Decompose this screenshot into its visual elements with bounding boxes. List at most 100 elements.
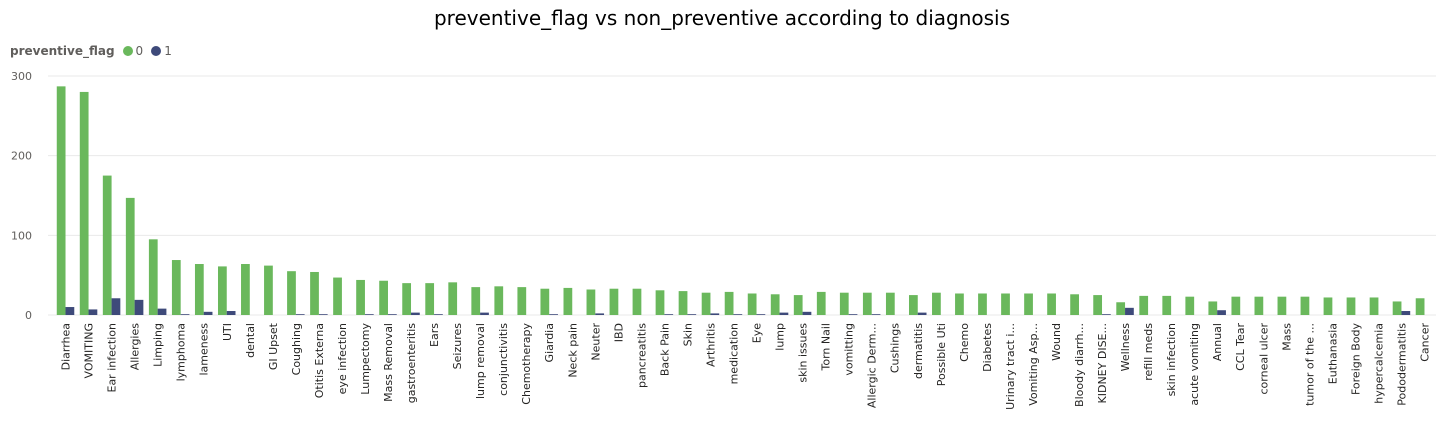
bar-1-29[interactable]: [733, 314, 743, 315]
bar-0-26[interactable]: [655, 290, 665, 315]
bar-0-21[interactable]: [540, 288, 550, 315]
bar-0-47[interactable]: [1139, 295, 1149, 315]
bar-0-30[interactable]: [747, 293, 757, 315]
bar-0-34[interactable]: [839, 292, 849, 315]
bar-1-0[interactable]: [65, 307, 75, 315]
bar-0-8[interactable]: [241, 264, 250, 315]
bar-0-32[interactable]: [793, 295, 803, 315]
bar-0-19[interactable]: [494, 286, 504, 315]
bar-0-11[interactable]: [310, 271, 319, 315]
bar-0-59[interactable]: [1415, 298, 1425, 315]
bar-0-54[interactable]: [1300, 296, 1310, 315]
bar-0-55[interactable]: [1323, 297, 1333, 315]
bar-0-45[interactable]: [1093, 295, 1103, 315]
bar-0-46[interactable]: [1116, 302, 1126, 315]
bar-0-42[interactable]: [1024, 293, 1033, 315]
bar-1-30[interactable]: [756, 314, 766, 315]
bar-1-45[interactable]: [1102, 314, 1111, 315]
bar-1-21[interactable]: [549, 314, 558, 315]
bar-0-31[interactable]: [770, 294, 780, 315]
bar-0-4[interactable]: [148, 239, 158, 315]
bar-0-25[interactable]: [632, 288, 642, 315]
bar-0-38[interactable]: [932, 292, 941, 315]
bar-0-2[interactable]: [102, 175, 112, 315]
bar-0-40[interactable]: [978, 293, 987, 315]
bar-1-14[interactable]: [387, 314, 397, 315]
bar-1-28[interactable]: [710, 313, 720, 315]
bar-1-26[interactable]: [664, 314, 674, 315]
bar-0-41[interactable]: [1001, 293, 1010, 315]
bar-0-14[interactable]: [379, 280, 388, 315]
x-tick-label-22: Neck pain: [566, 323, 579, 378]
bar-0-43[interactable]: [1047, 293, 1056, 315]
bar-0-3[interactable]: [125, 197, 135, 315]
legend-item-series-1[interactable]: 1: [151, 44, 172, 58]
bar-0-57[interactable]: [1369, 297, 1379, 315]
bar-1-11[interactable]: [318, 314, 328, 315]
bar-0-27[interactable]: [678, 291, 688, 315]
bar-0-0[interactable]: [56, 86, 66, 316]
bar-0-58[interactable]: [1392, 301, 1402, 315]
bar-1-5[interactable]: [180, 314, 190, 315]
bar-0-20[interactable]: [517, 287, 527, 315]
bar-1-2[interactable]: [111, 298, 121, 315]
bar-0-22[interactable]: [563, 287, 573, 315]
legend-item-series-0[interactable]: 0: [122, 44, 144, 58]
bar-0-16[interactable]: [425, 283, 435, 315]
bar-0-53[interactable]: [1277, 296, 1287, 315]
bar-1-34[interactable]: [848, 314, 858, 315]
bar-1-50[interactable]: [1217, 310, 1226, 315]
x-tick-label-20: Chemotherapy: [520, 323, 533, 405]
bar-0-13[interactable]: [356, 279, 365, 315]
bar-1-46[interactable]: [1125, 307, 1134, 315]
bar-1-4[interactable]: [157, 308, 167, 315]
bar-0-6[interactable]: [194, 264, 204, 315]
bar-1-35[interactable]: [871, 314, 881, 315]
bar-0-5[interactable]: [171, 260, 181, 315]
bar-0-48[interactable]: [1162, 295, 1172, 315]
bar-0-37[interactable]: [908, 295, 918, 315]
bar-1-1[interactable]: [88, 309, 98, 315]
bar-0-18[interactable]: [471, 287, 481, 315]
x-tick-label-31: lump: [774, 323, 787, 351]
bar-1-37[interactable]: [917, 312, 927, 315]
x-tick-label-36: Cushings: [889, 323, 902, 373]
bar-1-23[interactable]: [595, 313, 605, 315]
bar-0-35[interactable]: [862, 292, 872, 315]
bar-0-15[interactable]: [402, 283, 412, 315]
bar-1-15[interactable]: [411, 312, 420, 315]
bar-0-36[interactable]: [885, 292, 895, 315]
bar-1-32[interactable]: [802, 311, 812, 315]
bar-0-49[interactable]: [1185, 296, 1195, 315]
bar-0-51[interactable]: [1231, 296, 1241, 315]
bar-0-44[interactable]: [1070, 294, 1079, 315]
bar-0-10[interactable]: [287, 271, 296, 315]
bar-1-10[interactable]: [295, 314, 305, 315]
bar-0-28[interactable]: [701, 292, 711, 315]
bar-1-18[interactable]: [480, 312, 489, 315]
bar-1-16[interactable]: [434, 314, 443, 315]
bar-0-7[interactable]: [217, 266, 227, 315]
bar-0-23[interactable]: [586, 289, 596, 315]
bar-0-17[interactable]: [448, 282, 458, 315]
bar-1-58[interactable]: [1401, 311, 1411, 315]
bar-0-29[interactable]: [724, 291, 734, 315]
bar-0-50[interactable]: [1208, 301, 1218, 315]
bar-1-3[interactable]: [134, 299, 144, 315]
bar-1-13[interactable]: [364, 314, 374, 315]
bar-0-39[interactable]: [955, 293, 964, 315]
bar-0-56[interactable]: [1346, 297, 1356, 315]
bar-0-9[interactable]: [264, 265, 273, 315]
x-tick-label-29: medication: [727, 323, 740, 384]
bar-1-7[interactable]: [226, 311, 236, 315]
bar-1-31[interactable]: [779, 312, 789, 315]
bar-1-6[interactable]: [203, 311, 213, 315]
bar-0-52[interactable]: [1254, 296, 1264, 315]
legend-label-series-0: 0: [135, 44, 144, 58]
bar-0-33[interactable]: [816, 291, 826, 315]
bar-0-24[interactable]: [609, 288, 619, 315]
x-tick-label-50: Annual: [1211, 323, 1224, 361]
bar-0-12[interactable]: [333, 277, 342, 315]
bar-1-27[interactable]: [687, 314, 697, 315]
bar-0-1[interactable]: [79, 91, 89, 315]
